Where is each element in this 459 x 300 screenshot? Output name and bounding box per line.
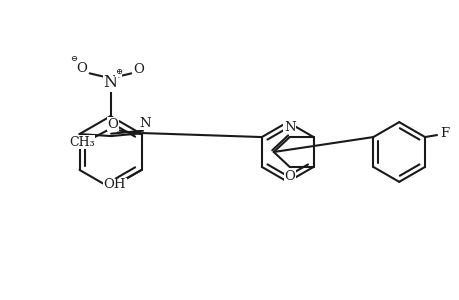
Text: O: O — [284, 170, 295, 183]
Text: F: F — [439, 127, 448, 140]
Text: ⊕: ⊕ — [115, 68, 122, 76]
Text: O: O — [133, 63, 144, 76]
Text: N: N — [139, 117, 151, 130]
Text: N: N — [283, 121, 295, 134]
Text: O: O — [76, 62, 87, 75]
Text: N: N — [103, 74, 118, 91]
Text: O: O — [107, 118, 118, 130]
Text: ⊖: ⊖ — [70, 56, 77, 63]
Text: CH₃: CH₃ — [69, 136, 95, 148]
Text: OH: OH — [103, 178, 126, 191]
